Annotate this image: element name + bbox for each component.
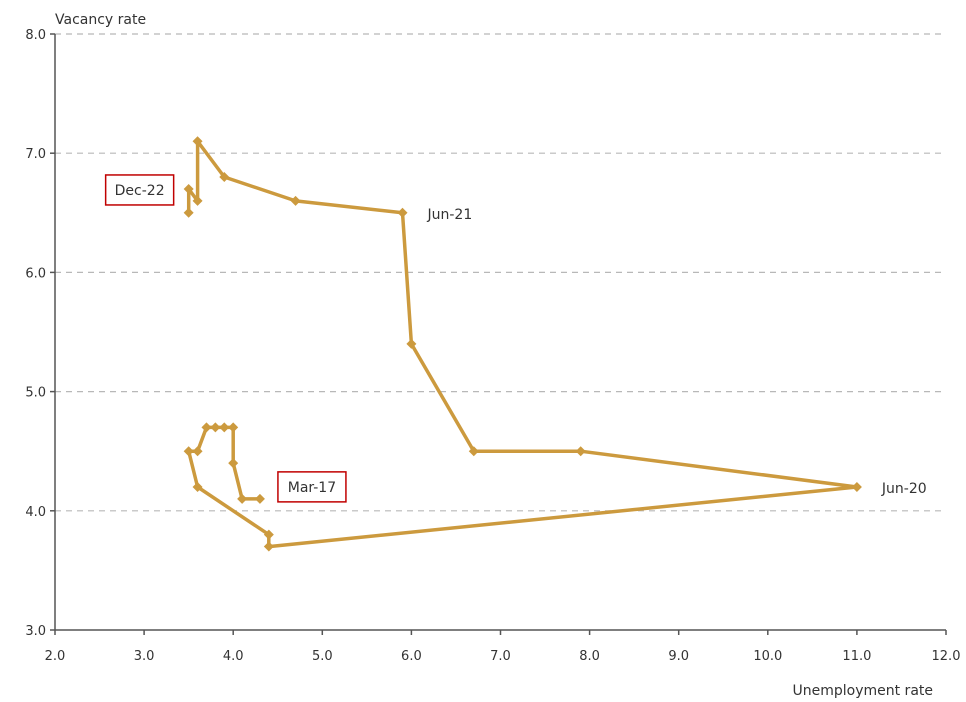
data-point-10	[263, 529, 274, 540]
data-point-11	[263, 541, 274, 552]
data-point-4	[219, 422, 230, 433]
x-tick-label-8: 10.0	[753, 649, 782, 664]
x-axis-title: Unemployment rate	[793, 683, 934, 699]
tick-labels: 3.0 4.0 5.0 6.0 7.0 8.0 2.0 3.0 4.0 5.0 6.0 7.0 8.0 9…	[25, 28, 960, 664]
data-point-13	[575, 446, 586, 457]
data-point-8	[183, 446, 194, 457]
data-point-15	[406, 338, 417, 349]
data-point-14	[468, 446, 479, 457]
data-point-20	[192, 195, 203, 206]
data-point-0	[254, 493, 265, 504]
annotation-mar-17-box	[277, 471, 347, 503]
data-point-22	[183, 207, 194, 218]
data-point-16	[397, 207, 408, 218]
x-tick-label-0: 2.0	[45, 649, 66, 664]
y-tick-label-1: 4.0	[25, 505, 46, 520]
x-tick-label-3: 5.0	[312, 649, 333, 664]
x-tick-label-1: 3.0	[134, 649, 155, 664]
annotations: Jun-21 Jun-20 Dec-22 Mar-17	[104, 174, 927, 503]
axes	[50, 33, 947, 635]
data-point-17	[290, 195, 301, 206]
y-axis-title: Vacancy rate	[55, 12, 146, 28]
y-tick-label-5: 8.0	[25, 28, 46, 43]
y-tick-label-2: 5.0	[25, 386, 46, 401]
data-point-21	[183, 183, 194, 194]
data-point-18	[219, 172, 230, 183]
data-point-2	[228, 458, 239, 469]
gridlines	[55, 33, 946, 512]
y-tick-label-3: 6.0	[25, 266, 46, 281]
annotation-dec-22-box	[104, 174, 175, 206]
annotation-jun-21: Jun-21	[426, 207, 472, 223]
x-tick-label-6: 8.0	[579, 649, 600, 664]
data-point-1	[237, 493, 248, 504]
annotation-mar-17: Mar-17	[288, 480, 336, 496]
y-tick-label-0: 3.0	[25, 624, 46, 639]
x-tick-label-5: 7.0	[490, 649, 511, 664]
x-tick-label-9: 11.0	[842, 649, 871, 664]
data-point-6	[201, 422, 212, 433]
data-point-9	[192, 481, 203, 492]
annotation-jun-20: Jun-20	[881, 481, 927, 497]
x-tick-label-4: 6.0	[401, 649, 422, 664]
data-point-3	[228, 422, 239, 433]
y-tick-label-4: 7.0	[25, 147, 46, 162]
data-point-5	[210, 422, 221, 433]
x-tick-label-2: 4.0	[223, 649, 244, 664]
data-point-12	[851, 481, 862, 492]
x-tick-label-7: 9.0	[668, 649, 689, 664]
annotation-dec-22: Dec-22	[115, 183, 165, 199]
x-tick-label-10: 12.0	[932, 649, 961, 664]
series	[183, 136, 862, 552]
data-point-19	[192, 136, 203, 147]
data-point-7	[192, 446, 203, 457]
